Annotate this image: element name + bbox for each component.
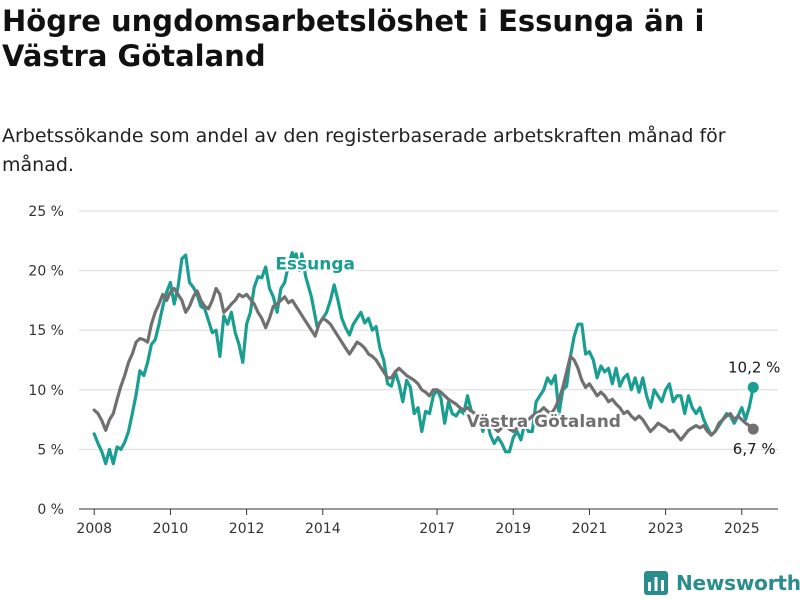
series-labels: 10,2 % 6,7 % Essunga Västra Götaland xyxy=(273,252,780,458)
series-line-essunga xyxy=(92,251,755,466)
y-tick-label: 5 % xyxy=(37,442,64,458)
series-label-vastra-gotaland: Västra Götaland xyxy=(466,412,621,432)
x-tick-label: 2014 xyxy=(305,521,341,537)
chart-subtitle: Arbetssökande som andel av den registerb… xyxy=(2,125,726,176)
end-label-vastra-gotaland: 6,7 % xyxy=(733,440,776,458)
brand-name: Newsworthy xyxy=(676,571,800,595)
x-axis: 2008 2010 2012 2014 2017 2019 2021 2023 2025 xyxy=(76,509,760,537)
series-line-vastra-gotaland xyxy=(92,286,755,442)
series-label-essunga: Essunga xyxy=(275,254,355,274)
x-tick-label: 2008 xyxy=(76,521,112,537)
end-point-vastra-gotaland xyxy=(747,423,759,435)
x-tick-label: 2021 xyxy=(572,521,608,537)
y-tick-label: 10 % xyxy=(28,383,64,399)
y-tick-label: 20 % xyxy=(28,264,64,280)
y-axis: 0 % 5 % 10 % 15 % 20 % 25 % xyxy=(28,204,64,518)
chart-title: Högre ungdomsarbetslöshet i Essunga än i… xyxy=(2,4,705,73)
x-tick-label: 2025 xyxy=(724,521,760,537)
x-tick-label: 2010 xyxy=(153,521,189,537)
gridlines xyxy=(79,210,778,510)
end-point-essunga xyxy=(747,381,759,393)
newsworthy-logo-icon xyxy=(644,571,668,595)
x-tick-label: 2017 xyxy=(419,521,455,537)
x-tick-label: 2023 xyxy=(648,521,684,537)
brand[interactable]: Newsworthy xyxy=(644,568,800,598)
end-label-essunga: 10,2 % xyxy=(728,358,780,376)
x-tick-label: 2019 xyxy=(495,521,531,537)
y-tick-label: 15 % xyxy=(28,323,64,339)
x-tick-label: 2012 xyxy=(229,521,265,537)
series xyxy=(92,251,759,466)
y-tick-label: 0 % xyxy=(37,502,64,518)
y-tick-label: 25 % xyxy=(28,204,64,220)
